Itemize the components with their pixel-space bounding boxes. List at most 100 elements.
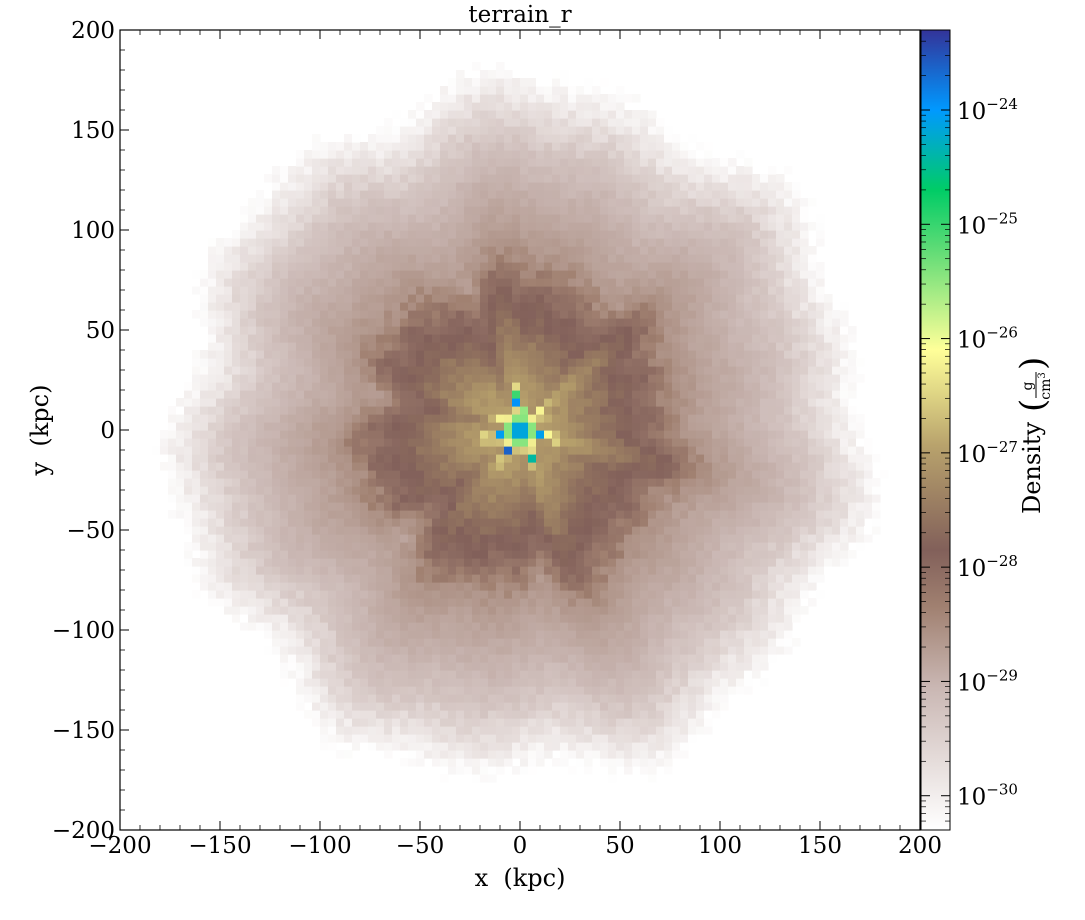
- heatmap-cell: [216, 374, 225, 383]
- heatmap-cell: [304, 710, 313, 719]
- heatmap-cell: [320, 518, 329, 527]
- heatmap-cell: [312, 422, 321, 431]
- heatmap-cell: [416, 214, 425, 223]
- heatmap-cell: [240, 478, 249, 487]
- heatmap-cell: [552, 574, 561, 583]
- heatmap-cell: [536, 758, 545, 767]
- heatmap-cell: [456, 670, 465, 679]
- heatmap-cell: [696, 214, 705, 223]
- heatmap-cell: [288, 662, 297, 671]
- heatmap-cell: [400, 238, 409, 247]
- heatmap-cell: [424, 246, 433, 255]
- heatmap-cell: [544, 734, 553, 743]
- heatmap-cell: [648, 646, 657, 655]
- heatmap-cell: [496, 366, 505, 375]
- heatmap-cell: [624, 126, 633, 135]
- heatmap-cell: [416, 598, 425, 607]
- heatmap-cell: [632, 134, 641, 143]
- heatmap-cell: [528, 534, 537, 543]
- heatmap-cell: [592, 734, 601, 743]
- heatmap-cell: [656, 582, 665, 591]
- heatmap-cell: [416, 726, 425, 735]
- heatmap-cell: [512, 398, 521, 407]
- heatmap-cell: [360, 638, 369, 647]
- heatmap-cell: [376, 334, 385, 343]
- heatmap-cell: [544, 726, 553, 735]
- heatmap-cell: [208, 350, 217, 359]
- heatmap-cell: [288, 326, 297, 335]
- heatmap-cell: [320, 358, 329, 367]
- heatmap-cell: [296, 622, 305, 631]
- heatmap-cell: [416, 534, 425, 543]
- heatmap-cell: [680, 454, 689, 463]
- heatmap-cell: [200, 294, 209, 303]
- heatmap-cell: [464, 646, 473, 655]
- heatmap-cell: [448, 654, 457, 663]
- heatmap-cell: [456, 126, 465, 135]
- heatmap-cell: [560, 206, 569, 215]
- heatmap-cell: [464, 630, 473, 639]
- heatmap-cell: [216, 454, 225, 463]
- heatmap-cell: [528, 606, 537, 615]
- heatmap-cell: [576, 518, 585, 527]
- heatmap-cell: [624, 446, 633, 455]
- heatmap-cell: [416, 254, 425, 263]
- heatmap-cell: [584, 766, 593, 775]
- heatmap-cell: [624, 422, 633, 431]
- heatmap-cell: [392, 502, 401, 511]
- heatmap-cell: [384, 598, 393, 607]
- heatmap-cell: [368, 670, 377, 679]
- heatmap-cell: [688, 542, 697, 551]
- heatmap-cell: [448, 366, 457, 375]
- heatmap-cell: [456, 742, 465, 751]
- heatmap-cell: [488, 118, 497, 127]
- heatmap-cell: [672, 366, 681, 375]
- heatmap-cell: [640, 494, 649, 503]
- heatmap-cell: [496, 606, 505, 615]
- heatmap-cell: [568, 358, 577, 367]
- heatmap-cell: [704, 718, 713, 727]
- heatmap-cell: [640, 302, 649, 311]
- heatmap-cell: [568, 278, 577, 287]
- heatmap-cell: [608, 470, 617, 479]
- heatmap-cell: [192, 398, 201, 407]
- heatmap-cell: [512, 190, 521, 199]
- heatmap-cell: [320, 574, 329, 583]
- heatmap-cell: [376, 542, 385, 551]
- heatmap-cell: [296, 582, 305, 591]
- heatmap-cell: [472, 206, 481, 215]
- heatmap-cell: [152, 446, 161, 455]
- heatmap-cell: [160, 446, 169, 455]
- heatmap-cell: [704, 198, 713, 207]
- heatmap-cell: [352, 134, 361, 143]
- heatmap-cell: [536, 78, 545, 87]
- heatmap-cell: [624, 654, 633, 663]
- heatmap-cell: [624, 462, 633, 471]
- heatmap-cell: [416, 278, 425, 287]
- heatmap-cell: [240, 326, 249, 335]
- heatmap-cell: [408, 286, 417, 295]
- heatmap-cell: [408, 174, 417, 183]
- heatmap-cell: [288, 382, 297, 391]
- heatmap-cell: [472, 398, 481, 407]
- heatmap-cell: [688, 526, 697, 535]
- heatmap-cell: [648, 382, 657, 391]
- heatmap-cell: [336, 422, 345, 431]
- heatmap-cell: [456, 550, 465, 559]
- heatmap-cell: [680, 350, 689, 359]
- heatmap-cell: [376, 462, 385, 471]
- heatmap-cell: [456, 422, 465, 431]
- heatmap-cell: [400, 182, 409, 191]
- heatmap-cell: [560, 526, 569, 535]
- heatmap-cell: [216, 382, 225, 391]
- heatmap-cell: [320, 606, 329, 615]
- heatmap-cell: [488, 750, 497, 759]
- heatmap-cell: [312, 670, 321, 679]
- heatmap-cell: [600, 574, 609, 583]
- heatmap-cell: [480, 374, 489, 383]
- heatmap-cell: [656, 270, 665, 279]
- heatmap-cell: [704, 238, 713, 247]
- heatmap-cell: [424, 558, 433, 567]
- heatmap-cell: [416, 454, 425, 463]
- heatmap-cell: [696, 574, 705, 583]
